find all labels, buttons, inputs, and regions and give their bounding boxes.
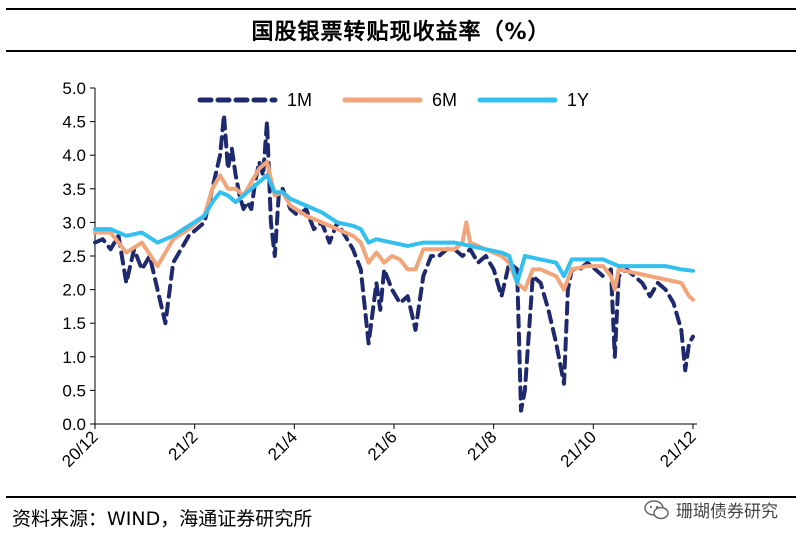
y-tick-label: 3.5 <box>62 180 86 199</box>
x-tick-label: 21/12 <box>656 427 700 471</box>
y-tick-label: 2.0 <box>62 281 86 300</box>
x-tick-label: 21/4 <box>264 427 301 464</box>
y-tick-label: 1.0 <box>62 348 86 367</box>
chart-title-bar: 国股银票转贴现收益率（%） <box>6 8 796 52</box>
wechat-icon <box>644 499 669 519</box>
y-tick-label: 3.0 <box>62 213 86 232</box>
watermark: 珊瑚债券研究 <box>644 497 778 522</box>
y-tick-label: 5.0 <box>62 79 86 98</box>
legend-label-1y: 1Y <box>567 90 589 110</box>
chart-title: 国股银票转贴现收益率（%） <box>251 20 551 45</box>
y-tick-label: 4.0 <box>62 146 86 165</box>
series-line-6m <box>93 159 695 302</box>
y-tick-label: 4.5 <box>62 113 86 132</box>
footer-divider <box>6 496 796 498</box>
y-tick-label: 0.0 <box>62 415 86 434</box>
series-line-1m <box>93 112 695 413</box>
series-line-1y <box>93 173 695 285</box>
x-tick-label: 21/2 <box>165 427 202 464</box>
x-tick-label: 21/8 <box>464 427 501 464</box>
watermark-text: 珊瑚债券研究 <box>676 502 778 522</box>
y-tick-label: 0.5 <box>62 381 86 400</box>
legend-label-6m: 6M <box>432 90 457 110</box>
x-tick-label: 21/6 <box>364 427 401 464</box>
legend-label-1m: 1M <box>287 90 312 110</box>
y-tick-label: 2.5 <box>62 247 86 266</box>
source-note: 资料来源：WIND，海通证券研究所 <box>12 508 313 530</box>
x-tick-label: 21/10 <box>557 427 601 471</box>
y-tick-label: 1.5 <box>62 314 86 333</box>
